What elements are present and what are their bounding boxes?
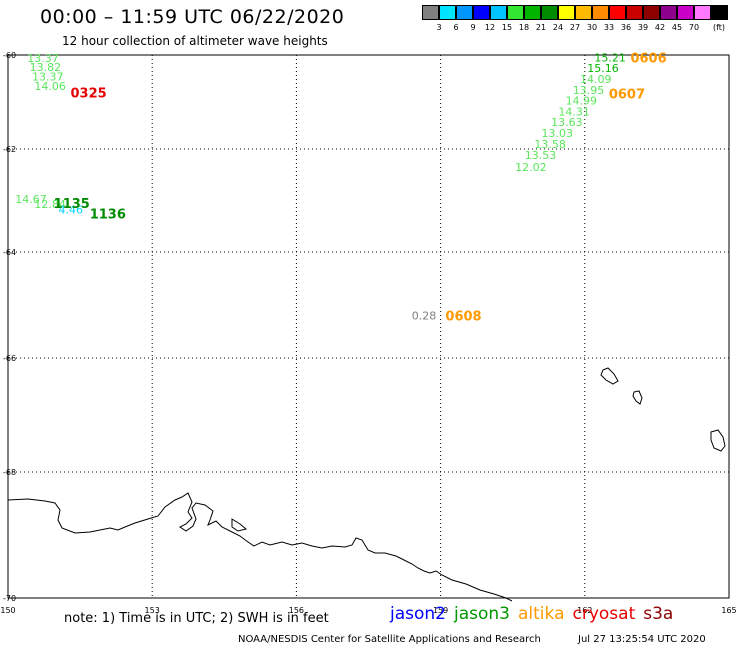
legend-label: 42 (654, 23, 666, 32)
legend-label: 30 (586, 23, 598, 32)
wave-height-value: 13.37 (27, 52, 59, 65)
x-tick-label: 150 (0, 606, 15, 615)
legend-unit-label: (ft) (713, 23, 726, 32)
wave-height-value: 14.06 (34, 80, 66, 93)
mission-s3a: s3a (643, 604, 674, 624)
wave-height-value: 15.16 (587, 62, 619, 75)
antarctic-coastline (7, 492, 513, 602)
wave-height-value: 13.37 (32, 71, 64, 84)
wave-height-value: 4.46 (58, 203, 83, 216)
mission-cryosat: cryosat (572, 604, 636, 624)
legend-label: 45 (671, 23, 683, 32)
legend-label: 36 (620, 23, 632, 32)
wave-height-value: 13.95 (573, 84, 605, 97)
legend-swatch (507, 5, 524, 20)
legend-swatch (592, 5, 609, 20)
legend-swatch (422, 5, 439, 20)
legend-swatch (490, 5, 507, 20)
legend-swatch (694, 5, 711, 20)
pass-time-label: 0606 (630, 51, 666, 66)
pass-time-label: 0607 (609, 88, 645, 103)
map-subtitle: 12 hour collection of altimeter wave hei… (62, 34, 328, 48)
wave-height-value: 14.99 (566, 95, 598, 108)
legend-swatch (524, 5, 541, 20)
wave-height-observations: 13.3713.8213.3714.0614.6712.844.460.2815… (15, 51, 626, 322)
mission-jason2: jason2 (390, 604, 446, 624)
legend-swatch (456, 5, 473, 20)
legend-label: 24 (552, 23, 564, 32)
coastline-inlet (231, 518, 248, 532)
legend-label: 12 (484, 23, 496, 32)
legend-label: 70 (688, 23, 700, 32)
legend-label: 9 (470, 23, 476, 32)
generation-timestamp: Jul 27 13:25:54 UTC 2020 (578, 634, 706, 645)
legend-label: 27 (569, 23, 581, 32)
footnote: note: 1) Time is in UTC; 2) SWH is in fe… (64, 611, 329, 626)
legend-label: 15 (501, 23, 513, 32)
legend-swatch (575, 5, 592, 20)
wave-height-value: 13.63 (551, 116, 583, 129)
legend-swatch (439, 5, 456, 20)
mission-key: jason2 jason3 altika cryosat s3a (390, 604, 681, 624)
legend-label: 18 (518, 23, 530, 32)
pass-time-label: 1135 (54, 197, 90, 212)
legend-label: 3 (436, 23, 442, 32)
x-tick-label: 165 (721, 606, 736, 615)
wave-height-value: 0.28 (412, 310, 437, 323)
wave-height-value: 14.67 (15, 193, 47, 206)
pass-time-label: 0608 (445, 310, 481, 325)
pass-time-label: 1136 (90, 207, 126, 222)
legend-swatch (660, 5, 677, 20)
mission-jason3: jason3 (454, 604, 510, 624)
y-tick-label: -68 (3, 468, 16, 477)
wave-height-value: 13.03 (542, 127, 574, 140)
legend-swatch (473, 5, 490, 20)
x-tick-label: 153 (145, 606, 160, 615)
legend-swatch (677, 5, 694, 20)
legend-label: 39 (637, 23, 649, 32)
y-tick-label: -64 (3, 248, 16, 257)
wave-height-value: 13.82 (30, 61, 61, 74)
mission-altika: altika (518, 604, 565, 624)
legend-swatch (711, 5, 728, 20)
island-3 (710, 429, 726, 452)
map-title: 00:00 – 11:59 UTC 06/22/2020 (40, 6, 345, 28)
wave-height-value: 14.09 (580, 73, 612, 86)
credit-line: NOAA/NESDIS Center for Satellite Applica… (238, 634, 541, 645)
pass-time-label: 0325 (70, 87, 106, 102)
wave-height-value: 14.31 (558, 105, 590, 118)
legend-swatch (558, 5, 575, 20)
x-tick-label: 159 (433, 606, 448, 615)
y-tick-label: -60 (3, 51, 16, 60)
coastline (7, 367, 726, 602)
legend-label: 6 (453, 23, 459, 32)
y-tick-label: -66 (3, 354, 16, 363)
wave-height-value: 12.02 (515, 161, 547, 174)
x-tick-label: 162 (577, 606, 592, 615)
wave-height-value: 12.84 (34, 198, 66, 211)
legend-swatch (541, 5, 558, 20)
lat-lon-grid: 150 153 156 159 162 165 -60 -62 -64 -66 -68 -70 (0, 51, 736, 615)
x-tick-label: 156 (289, 606, 304, 615)
legend-label: 21 (535, 23, 547, 32)
y-tick-label: -62 (3, 145, 16, 154)
wave-height-value: 15.21 (594, 51, 626, 64)
legend-swatch (643, 5, 660, 20)
legend-label: 33 (603, 23, 615, 32)
island-1 (600, 367, 619, 385)
legend-swatch (609, 5, 626, 20)
map-frame (7, 54, 730, 599)
wave-height-value: 13.53 (525, 149, 557, 162)
wave-height-value: 13.58 (534, 138, 566, 151)
island-2 (632, 390, 643, 405)
y-tick-label: -70 (3, 594, 16, 603)
legend-swatch (626, 5, 643, 20)
